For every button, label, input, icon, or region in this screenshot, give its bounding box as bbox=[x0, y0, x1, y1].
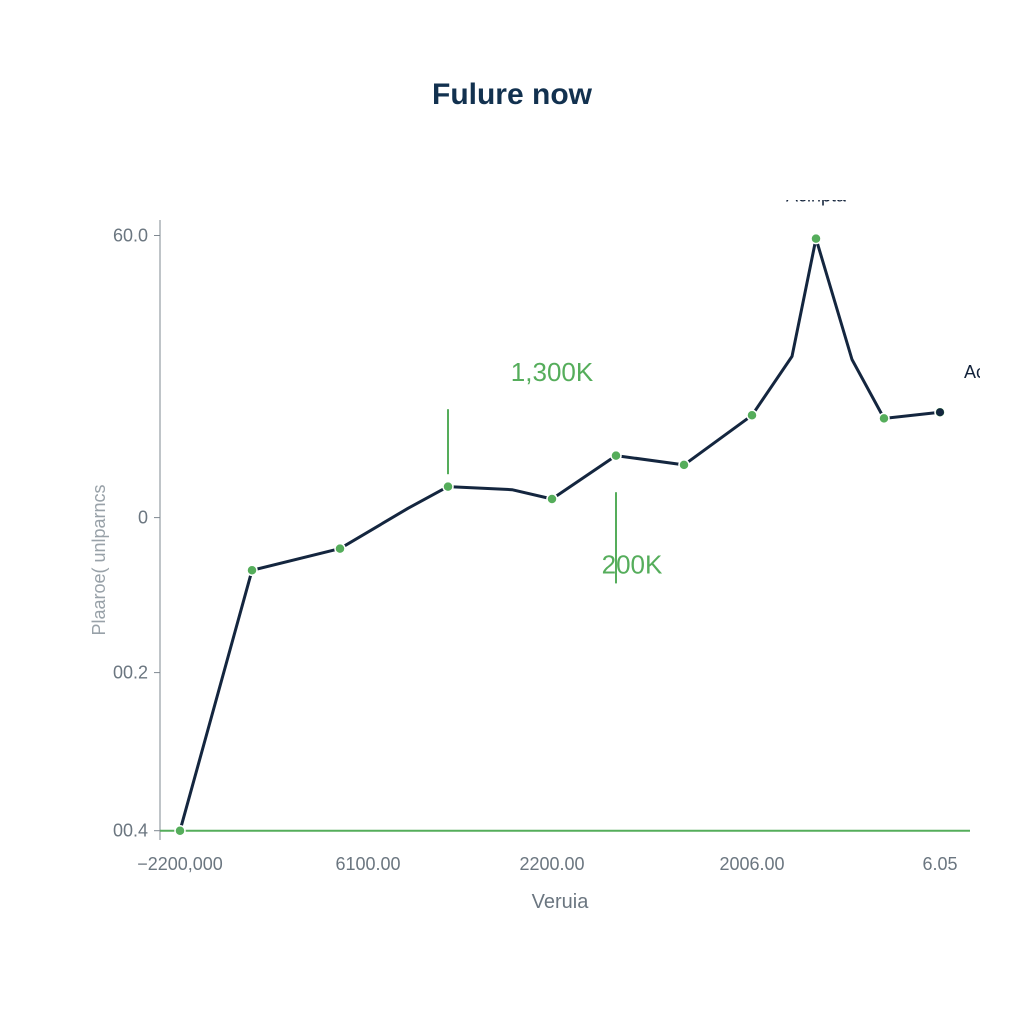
series-line bbox=[180, 239, 940, 831]
data-marker bbox=[335, 544, 345, 554]
data-marker bbox=[443, 482, 453, 492]
x-tick-label: −2200,000 bbox=[137, 854, 223, 874]
chart-title: Fulure now bbox=[0, 78, 1024, 112]
x-tick-label: 6.05 bbox=[922, 854, 957, 874]
page-root: Fulure now 60.0 0 00.2 00.4 −2200,000 6100.00… bbox=[0, 0, 1024, 1024]
point-label: Aciivure bbox=[964, 362, 980, 382]
y-tick-label: 60.0 bbox=[113, 226, 148, 246]
data-marker bbox=[247, 565, 257, 575]
annotation-label: 200K bbox=[602, 549, 663, 579]
data-marker bbox=[611, 451, 621, 461]
x-axis-title: Veruia bbox=[532, 891, 590, 913]
y-tick-label: 00.2 bbox=[113, 663, 148, 683]
data-marker bbox=[811, 234, 821, 244]
data-marker bbox=[679, 460, 689, 470]
x-tick-label: 6100.00 bbox=[335, 854, 400, 874]
data-marker bbox=[547, 494, 557, 504]
annotation-label: 1,300K bbox=[511, 357, 594, 387]
data-marker bbox=[175, 826, 185, 836]
line-chart: 60.0 0 00.2 00.4 −2200,000 6100.00 2200.00 2006… bbox=[90, 200, 980, 940]
x-tick-label: 2006.00 bbox=[719, 854, 784, 874]
data-marker bbox=[747, 410, 757, 420]
y-tick-label: 0 bbox=[138, 508, 148, 528]
point-label: Aciripta bbox=[786, 200, 847, 205]
data-marker bbox=[879, 413, 889, 423]
data-marker-dark bbox=[936, 408, 944, 416]
y-axis-title: Plaaroe( unlparncs bbox=[90, 484, 109, 635]
chart-svg: 60.0 0 00.2 00.4 −2200,000 6100.00 2200.00 2006… bbox=[90, 200, 980, 940]
y-tick-label: 00.4 bbox=[113, 821, 148, 841]
x-tick-label: 2200.00 bbox=[519, 854, 584, 874]
